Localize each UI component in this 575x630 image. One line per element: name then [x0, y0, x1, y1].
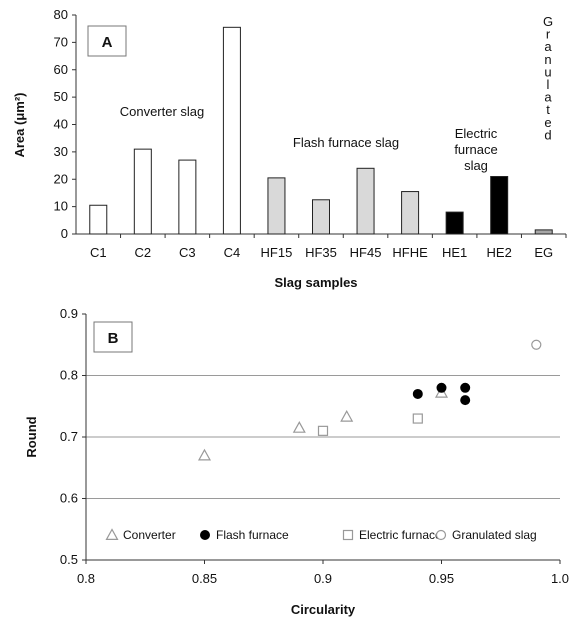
panel-label-box: [87, 25, 127, 57]
point-converter: [197, 448, 212, 461]
panel-label-b: B: [108, 330, 119, 347]
x-tick-label: C2: [135, 245, 152, 260]
group-annotation-3: n: [544, 52, 551, 67]
bar-c1: [89, 204, 108, 235]
y-tick-label: 40: [54, 117, 68, 132]
y-tick-label: 0.8: [60, 368, 78, 383]
x-tick-label: 0.95: [429, 571, 454, 586]
bar-he2: [490, 176, 509, 235]
point-electric-furnace: [317, 425, 329, 436]
x-tick-label: HE1: [442, 245, 467, 260]
bar-c2: [133, 148, 152, 235]
group-annotation-2: slag: [464, 158, 488, 173]
group-annotation-2: furnace: [454, 142, 497, 157]
x-axis-title-b: Circularity: [291, 602, 356, 617]
legend-marker-1: [200, 530, 210, 540]
group-annotation-3: l: [547, 77, 550, 92]
x-tick-label: C1: [90, 245, 107, 260]
y-tick-label: 0.6: [60, 491, 78, 506]
bar-c4: [222, 26, 241, 235]
x-tick-label: HE2: [487, 245, 512, 260]
panel-label-box: [93, 321, 133, 353]
group-annotation-3: a: [544, 39, 552, 54]
x-tick-label: HF15: [261, 245, 293, 260]
y-tick-label: 60: [54, 62, 68, 77]
group-annotation-3: e: [544, 115, 551, 130]
legend-label: Flash furnace: [216, 528, 289, 542]
y-tick-label: 20: [54, 171, 68, 186]
legend-label: Converter: [123, 528, 176, 542]
x-axis-title-a: Slag samples: [274, 275, 357, 290]
bar-hf45: [356, 167, 375, 235]
group-annotation-3: u: [544, 64, 551, 79]
y-tick-label: 80: [54, 7, 68, 22]
y-axis-title-b: Round: [24, 416, 39, 457]
bar-hf15: [267, 177, 286, 235]
y-axis-title-a: Area (μm²): [12, 92, 27, 157]
x-tick-label: C3: [179, 245, 196, 260]
x-tick-label: EG: [534, 245, 553, 260]
x-tick-label: 0.85: [192, 571, 217, 586]
y-tick-label: 0: [61, 226, 68, 241]
x-tick-label: HF45: [350, 245, 382, 260]
x-tick-label: 1.0: [551, 571, 569, 586]
bar-he1: [445, 211, 464, 235]
x-tick-label: 0.9: [314, 571, 332, 586]
bar-chart-panel-a: 0 10 20 30 40 50 60 70 80 C1 C2 C3 C4 HF15 HF35 HF45 HF…: [12, 7, 567, 290]
x-tick-label: HF35: [305, 245, 337, 260]
point-flash-furnace: [460, 382, 471, 393]
group-annotation-1: Flash furnace slag: [293, 135, 399, 150]
legend-marker-3: [435, 529, 447, 541]
scatter-chart-panel-b: 0.5 0.6 0.7 0.8 0.9 0.8 0.85 0.9 0.95 1.0 Conver…: [24, 306, 569, 617]
y-tick-label: 0.7: [60, 429, 78, 444]
y-tick-label: 30: [54, 144, 68, 159]
bar-hf35: [312, 199, 330, 235]
group-annotation-3: a: [544, 90, 552, 105]
legend-label: Granulated slag: [452, 528, 537, 542]
y-tick-label: 0.9: [60, 306, 78, 321]
group-annotation-3: r: [546, 27, 551, 42]
legend-marker-2: [342, 529, 354, 541]
panel-label-a: A: [102, 34, 113, 51]
point-flash-furnace: [412, 388, 423, 399]
point-flash-furnace: [460, 395, 471, 406]
y-tick-label: 10: [54, 199, 68, 214]
point-converter: [340, 409, 354, 422]
point-converter: [292, 421, 306, 433]
x-tick-label: C4: [224, 245, 241, 260]
legend-label: Electric furnace: [359, 528, 442, 542]
x-tick-label: HFHE: [392, 245, 428, 260]
y-tick-label: 50: [54, 89, 68, 104]
legend-marker-0: [105, 528, 119, 541]
group-annotation-2: Electric: [455, 126, 498, 141]
group-annotation-3: d: [544, 127, 551, 142]
bar-hfhe: [401, 191, 420, 235]
bar-c3: [178, 159, 197, 235]
group-annotation-0: Converter slag: [120, 104, 205, 119]
point-flash-furnace: [436, 382, 447, 393]
bar-eg: [534, 229, 553, 235]
x-tick-label: 0.8: [77, 571, 95, 586]
y-tick-label: 70: [54, 34, 68, 49]
group-annotation-3: t: [546, 102, 550, 117]
group-annotation-3: G: [543, 14, 553, 29]
y-tick-label: 0.5: [60, 552, 78, 567]
point-granulated-slag: [531, 339, 542, 350]
point-electric-furnace: [412, 413, 423, 424]
